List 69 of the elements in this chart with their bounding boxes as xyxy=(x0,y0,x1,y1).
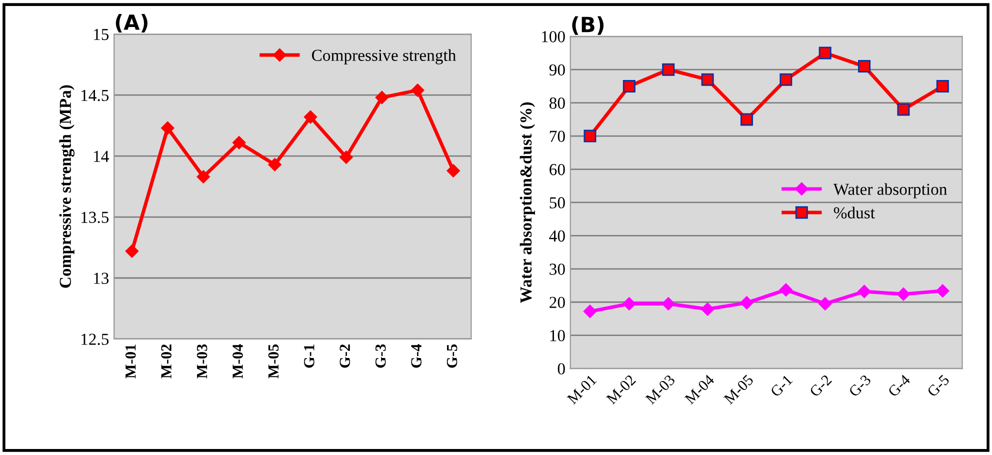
point xyxy=(125,244,139,258)
x-tick-label: G-2 xyxy=(340,344,350,368)
point xyxy=(196,170,210,184)
y-tick-label: 60 xyxy=(550,164,565,176)
x-tick-label: G-1 xyxy=(304,344,314,368)
x-tick-label: M-03 xyxy=(196,344,208,378)
x-tick-label: M-02 xyxy=(161,344,172,378)
point xyxy=(411,84,424,97)
y-tick-label: 12.5 xyxy=(82,334,109,345)
point xyxy=(583,304,597,318)
point xyxy=(818,297,832,310)
point xyxy=(584,130,596,142)
point xyxy=(304,110,318,124)
chart-title: (A) xyxy=(116,14,148,33)
point xyxy=(232,136,246,150)
point xyxy=(858,284,871,298)
y-axis-title: Water absorption&dust (%) xyxy=(520,102,535,304)
y-tick-label: 40 xyxy=(549,230,565,242)
x-tick-label: M-05 xyxy=(268,344,279,378)
y-tick-label: 14 xyxy=(94,150,109,162)
x-tick-label: G-2 xyxy=(809,374,832,398)
point xyxy=(662,63,675,76)
y-tick-label: 90 xyxy=(549,64,565,76)
point xyxy=(780,73,792,86)
x-tick-label: M-01 xyxy=(125,344,136,378)
y-tick-label: 20 xyxy=(550,296,565,308)
y-tick-label: 0 xyxy=(558,363,565,374)
y-tick-label: 100 xyxy=(542,31,565,42)
legend-label: Compressive strength xyxy=(312,49,456,64)
point xyxy=(375,90,389,104)
legend-label: %dust xyxy=(834,206,875,219)
y-tick-label: 14.5 xyxy=(82,90,109,102)
x-tick-label: G-5 xyxy=(446,344,458,368)
point xyxy=(700,302,714,316)
legend-label: Water absorption xyxy=(833,183,947,198)
point xyxy=(936,284,950,298)
point xyxy=(662,297,675,310)
point xyxy=(740,113,753,126)
y-tick-label: 70 xyxy=(550,130,565,142)
x-tick-label: G-4 xyxy=(411,344,422,368)
point xyxy=(897,103,910,116)
point xyxy=(622,80,636,92)
x-tick-label: G-3 xyxy=(375,344,386,368)
chart-title: (B) xyxy=(572,16,604,35)
y-tick-label: 80 xyxy=(550,98,565,109)
point xyxy=(340,150,353,164)
point xyxy=(446,164,460,178)
x-tick-label: G-5 xyxy=(926,374,950,398)
point xyxy=(936,80,949,92)
y-tick-label: 15 xyxy=(94,28,109,40)
point xyxy=(268,158,282,172)
y-axis-title: Compressive strength (MPa) xyxy=(59,85,74,288)
point xyxy=(701,73,714,86)
y-tick-label: 50 xyxy=(550,197,565,208)
point xyxy=(858,60,871,73)
y-tick-label: 10 xyxy=(550,330,565,342)
x-tick-label: G-3 xyxy=(848,374,872,398)
x-tick-label: G-4 xyxy=(887,374,911,398)
x-tick-label: M-04 xyxy=(232,344,243,378)
x-tick-label: G-1 xyxy=(770,374,793,398)
y-tick-label: 30 xyxy=(550,264,565,275)
point xyxy=(740,296,754,310)
point xyxy=(779,283,792,296)
y-tick-label: 13.5 xyxy=(82,212,109,224)
point xyxy=(818,46,832,60)
point xyxy=(622,297,636,310)
point xyxy=(896,288,910,301)
point xyxy=(161,121,174,135)
y-tick-label: 13 xyxy=(94,272,109,284)
